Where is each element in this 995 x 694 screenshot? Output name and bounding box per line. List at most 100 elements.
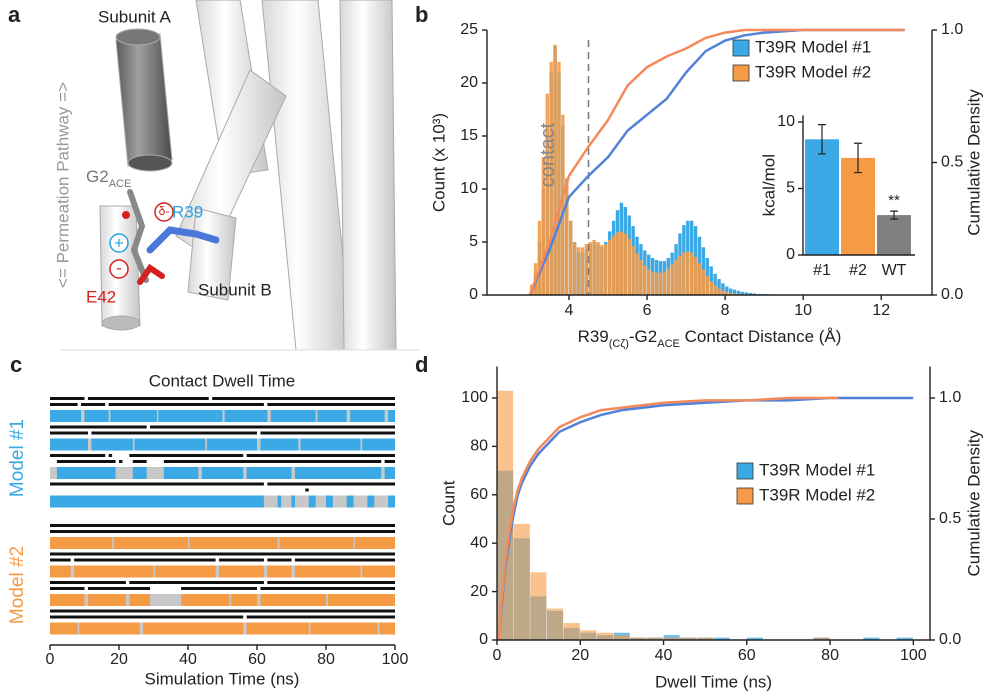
gap-interval bbox=[257, 438, 261, 451]
residue-label: E42 bbox=[86, 287, 116, 306]
hist-bar bbox=[680, 637, 697, 640]
x-tick-label: 100 bbox=[900, 647, 927, 664]
contact-interval bbox=[260, 431, 395, 435]
hist-bar bbox=[631, 246, 635, 295]
x-tick-label: 40 bbox=[655, 647, 673, 664]
y-axis-label: Count bbox=[439, 480, 458, 526]
hist-bar bbox=[630, 637, 647, 640]
hist-bar bbox=[678, 255, 682, 295]
gap-interval bbox=[156, 410, 159, 422]
contact-strip bbox=[50, 565, 395, 578]
contact-interval bbox=[50, 587, 85, 590]
y2-tick-label: 0.5 bbox=[939, 510, 961, 527]
gap-interval bbox=[188, 537, 190, 549]
y-tick-label: 10 bbox=[460, 180, 478, 197]
y-tick-label: 0 bbox=[479, 631, 488, 648]
hist-bar bbox=[646, 637, 664, 640]
contact-interval bbox=[50, 397, 85, 400]
contact-interval bbox=[181, 587, 257, 590]
x-tick-label: 40 bbox=[179, 651, 197, 668]
gap-interval bbox=[215, 565, 220, 578]
contact-interval bbox=[267, 581, 395, 584]
gap-interval bbox=[229, 594, 232, 606]
structure-view bbox=[60, 0, 420, 351]
hist-bar bbox=[689, 252, 694, 295]
hist-bar bbox=[752, 293, 756, 295]
helix bbox=[339, 0, 397, 351]
contact-interval bbox=[267, 403, 395, 406]
bar bbox=[805, 139, 839, 255]
hist-bar bbox=[709, 281, 713, 295]
hist-bar bbox=[666, 268, 670, 295]
contact-interval bbox=[81, 403, 106, 406]
gap-interval bbox=[308, 622, 311, 635]
gap-interval bbox=[84, 594, 88, 606]
contact-interval bbox=[163, 460, 382, 463]
gap-interval bbox=[108, 410, 111, 422]
helix-end bbox=[127, 154, 173, 172]
gap-interval bbox=[315, 410, 318, 422]
hist-bar bbox=[662, 271, 667, 295]
legend-swatch bbox=[732, 64, 750, 82]
hist-bar bbox=[740, 291, 745, 295]
contact-interval bbox=[91, 431, 258, 435]
residue bbox=[146, 226, 220, 254]
atom bbox=[122, 211, 130, 219]
x-tick-label: 80 bbox=[821, 647, 839, 664]
gap-interval bbox=[326, 594, 328, 606]
contact-strip bbox=[50, 467, 395, 479]
hist-bar bbox=[608, 239, 612, 295]
gap-interval bbox=[277, 537, 280, 549]
gap-interval bbox=[374, 495, 389, 508]
hist-bar bbox=[713, 637, 730, 640]
x-axis-label: Simulation Time (ns) bbox=[145, 669, 300, 688]
gap-interval bbox=[87, 438, 92, 451]
hist-bar bbox=[650, 271, 655, 295]
hist-bar bbox=[613, 635, 630, 640]
pathway-label: <= Permeation Pathway => bbox=[53, 82, 72, 288]
contact-interval bbox=[56, 460, 116, 463]
x-axis-label-part: -G2 bbox=[629, 327, 657, 346]
group-label: Model #1 bbox=[7, 419, 28, 497]
hist-bar bbox=[611, 235, 616, 295]
y-tick-label: 0 bbox=[469, 286, 478, 303]
gap-interval bbox=[70, 565, 75, 578]
charge-label: - bbox=[116, 258, 122, 277]
x-tick-label: 60 bbox=[248, 651, 266, 668]
gap-interval bbox=[125, 594, 130, 606]
hist-bar bbox=[647, 269, 651, 295]
error-bar bbox=[854, 142, 862, 174]
contact-interval bbox=[294, 558, 395, 562]
contact-interval bbox=[50, 558, 71, 562]
gap-interval bbox=[360, 438, 363, 451]
gap-interval bbox=[263, 565, 268, 578]
x-tick-label: 0 bbox=[46, 651, 55, 668]
cdf-line bbox=[497, 396, 914, 641]
gap-interval bbox=[294, 495, 309, 508]
hist-bar bbox=[725, 286, 729, 295]
annotation: ** bbox=[888, 192, 900, 209]
y2-tick-label: 1.0 bbox=[941, 21, 963, 38]
hist-bar bbox=[686, 251, 690, 295]
x-tick-label: 10 bbox=[794, 302, 812, 319]
legend-swatch bbox=[732, 39, 750, 57]
gap-interval bbox=[243, 467, 247, 479]
legend-swatch bbox=[736, 462, 754, 480]
legend-label: T39R Model #1 bbox=[759, 460, 875, 479]
contact-interval bbox=[50, 454, 106, 457]
x-axis-label-sub: (Cζ) bbox=[609, 338, 629, 350]
gap-interval bbox=[263, 495, 278, 508]
contact-interval bbox=[212, 397, 395, 400]
contact-interval bbox=[129, 454, 244, 457]
gap-interval bbox=[139, 622, 144, 635]
x-tick-label: 20 bbox=[110, 651, 128, 668]
contact-interval bbox=[267, 482, 395, 486]
hist-bar bbox=[709, 266, 713, 295]
y-tick-label: 40 bbox=[470, 534, 488, 551]
x-tick-label: #2 bbox=[849, 262, 867, 279]
hist-bar bbox=[717, 279, 721, 295]
hist-bar bbox=[725, 291, 729, 295]
subunit-label: Subunit B bbox=[198, 280, 272, 299]
x-tick-label: 6 bbox=[643, 302, 652, 319]
